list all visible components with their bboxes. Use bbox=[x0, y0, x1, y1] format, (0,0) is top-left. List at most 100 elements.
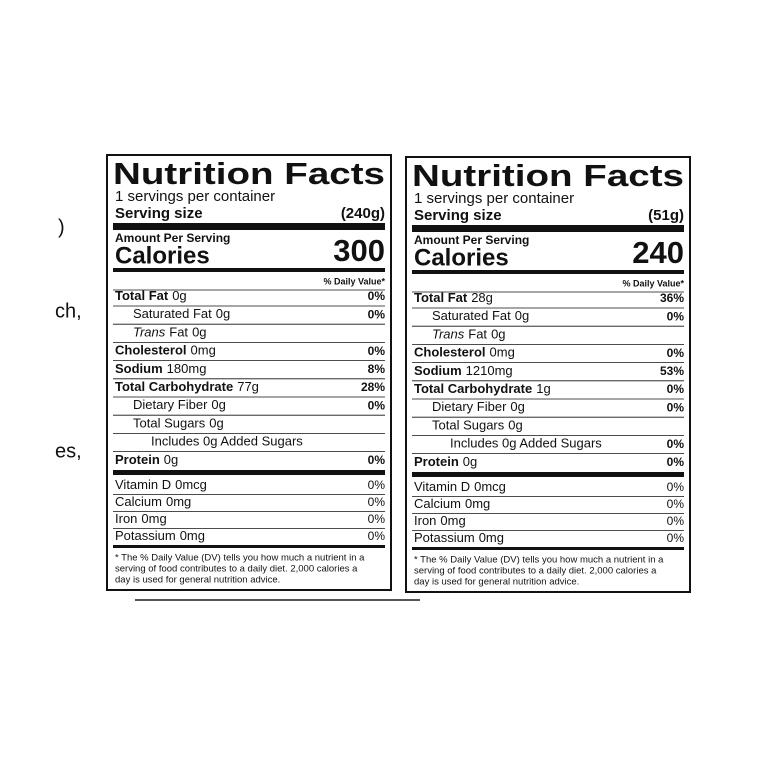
vitamin-name: Calcium bbox=[414, 496, 461, 511]
nutrient-amount: 0g bbox=[515, 309, 529, 324]
nutrient-name: Fat bbox=[468, 327, 487, 342]
nutrient-amount: 1210mg bbox=[466, 363, 513, 378]
rule bbox=[113, 268, 385, 272]
nutrient-amount: 0g bbox=[491, 327, 505, 342]
vitamin-row: Potassium 0mg bbox=[414, 530, 504, 545]
nutrient-row: Cholesterol 0mg bbox=[414, 345, 515, 360]
nutrient-name: Sodium bbox=[414, 363, 462, 378]
daily-value: 0% bbox=[667, 514, 685, 528]
rule bbox=[113, 470, 385, 475]
text-fragment: es, bbox=[55, 440, 82, 462]
nutrient-name: Includes 0g Added Sugars bbox=[151, 434, 303, 449]
nutrient-name: Protein bbox=[414, 454, 459, 469]
daily-value: 0% bbox=[667, 400, 685, 414]
vitamin-name: Vitamin D bbox=[414, 479, 470, 494]
vitamin-row: Calcium 0mg bbox=[115, 494, 191, 509]
vitamin-name: Iron bbox=[414, 513, 436, 528]
nutrient-row: Includes 0g Added Sugars bbox=[450, 436, 602, 451]
text-fragment: ) bbox=[58, 216, 65, 238]
servings: 1 servings per container bbox=[115, 188, 275, 205]
nutrient-amount: 0mg bbox=[191, 343, 216, 358]
daily-value: 0% bbox=[368, 307, 386, 321]
daily-value: 0% bbox=[667, 497, 685, 511]
daily-value: 0% bbox=[368, 453, 386, 467]
nutrient-name: Total Fat bbox=[414, 290, 468, 305]
vitamin-name: Potassium bbox=[115, 528, 176, 543]
nutrient-amount: 0g bbox=[510, 400, 524, 415]
nutrient-name: Dietary Fiber bbox=[432, 400, 507, 415]
nutrient-name: Total Fat bbox=[115, 288, 169, 303]
daily-value: 0% bbox=[667, 455, 685, 469]
daily-value: 36% bbox=[660, 291, 684, 305]
vitamin-row: Iron 0mg bbox=[414, 513, 466, 528]
vitamin-row: Iron 0mg bbox=[115, 511, 167, 526]
nutrient-amount: 0g bbox=[463, 454, 477, 469]
serving-size-label: Serving size bbox=[115, 205, 203, 222]
footnote: day is used for general nutrition advice… bbox=[115, 575, 280, 586]
nutrient-row: Total Fat 0g bbox=[115, 288, 187, 303]
footnote: day is used for general nutrition advice… bbox=[414, 577, 579, 588]
nutrient-amount: 0g bbox=[172, 288, 186, 303]
rule bbox=[412, 472, 684, 477]
nutrient-name: Includes 0g Added Sugars bbox=[450, 436, 602, 451]
nutrient-row: Trans Fat 0g bbox=[133, 325, 207, 340]
calories-label: Calories bbox=[115, 242, 210, 269]
nutrient-row: Protein 0g bbox=[115, 452, 178, 467]
vitamin-name: Iron bbox=[115, 511, 137, 526]
vitamin-row: Vitamin D 0mcg bbox=[414, 479, 506, 494]
nutrient-name: Total Sugars bbox=[432, 418, 505, 433]
daily-value: 0% bbox=[368, 495, 386, 509]
vitamin-name: Potassium bbox=[414, 530, 475, 545]
nutrient-amount: 0g bbox=[164, 452, 178, 467]
vitamin-amount: 0mg bbox=[479, 530, 504, 545]
daily-value: 0% bbox=[368, 398, 386, 412]
rule bbox=[412, 225, 684, 232]
nutrient-row: Sodium 1210mg bbox=[414, 363, 513, 378]
nutrient-row: Cholesterol 0mg bbox=[115, 343, 216, 358]
daily-value: 28% bbox=[361, 380, 385, 394]
calories: 240 bbox=[632, 235, 684, 270]
footnote: serving of food contributes to a daily d… bbox=[115, 564, 358, 575]
daily-value: 0% bbox=[667, 531, 685, 545]
nutrient-amount: 0g bbox=[216, 307, 230, 322]
daily-value: 0% bbox=[368, 512, 386, 526]
daily-value: 0% bbox=[667, 346, 685, 360]
vitamin-amount: 0mcg bbox=[175, 477, 207, 492]
amount-per-serving: Amount Per Serving bbox=[414, 233, 529, 247]
nutrient-row: Saturated Fat 0g bbox=[133, 307, 230, 322]
nutrient-row: Protein 0g bbox=[414, 454, 477, 469]
daily-value: 0% bbox=[368, 344, 386, 358]
serving-size: (240g) bbox=[341, 205, 385, 222]
nutrient-amount: 1g bbox=[536, 381, 550, 396]
vitamin-name: Vitamin D bbox=[115, 477, 171, 492]
calories: 300 bbox=[333, 233, 385, 268]
daily-value: 0% bbox=[667, 437, 685, 451]
dv-header: % Daily Value* bbox=[622, 278, 684, 288]
nutrient-name: Total Carbohydrate bbox=[414, 381, 532, 396]
nutrient-name: Cholesterol bbox=[115, 343, 187, 358]
nutrient-row: Total Sugars 0g bbox=[432, 418, 523, 433]
vitamin-amount: 0mg bbox=[465, 496, 490, 511]
vitamin-amount: 0mg bbox=[440, 513, 465, 528]
rule bbox=[412, 547, 684, 550]
vitamin-row: Calcium 0mg bbox=[414, 496, 490, 511]
rule bbox=[113, 223, 385, 230]
daily-value: 0% bbox=[667, 309, 685, 323]
footnote: * The % Daily Value (DV) tells you how m… bbox=[414, 555, 664, 566]
nutrient-name: Total Sugars bbox=[133, 416, 206, 431]
daily-value: 0% bbox=[667, 480, 685, 494]
amount-per-serving: Amount Per Serving bbox=[115, 231, 230, 245]
nutrient-name: Saturated Fat bbox=[432, 309, 511, 324]
vitamin-row: Potassium 0mg bbox=[115, 528, 205, 543]
servings: 1 servings per container bbox=[414, 190, 574, 207]
nutrient-name: Dietary Fiber bbox=[133, 398, 208, 413]
daily-value: 8% bbox=[368, 362, 386, 376]
label-title: Nutrition Facts bbox=[113, 156, 385, 191]
nutrient-name: Sodium bbox=[115, 361, 163, 376]
daily-value: 0% bbox=[368, 478, 386, 492]
vitamin-amount: 0mg bbox=[180, 528, 205, 543]
daily-value: 53% bbox=[660, 364, 684, 378]
nutrient-name: Protein bbox=[115, 452, 160, 467]
nutrient-amount: 0g bbox=[192, 325, 206, 340]
